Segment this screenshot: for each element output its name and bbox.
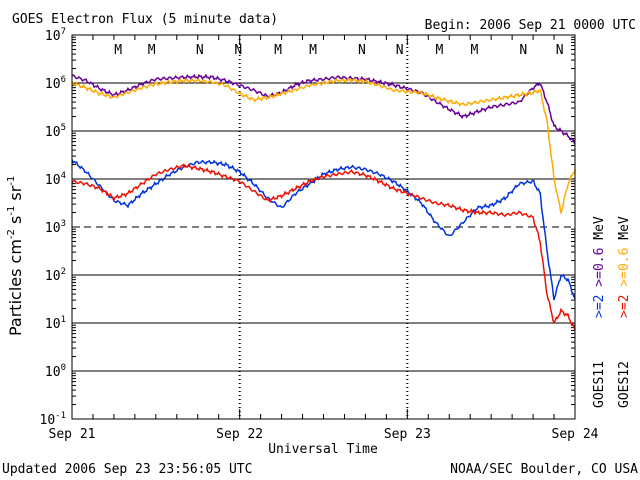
marker-n: N (519, 43, 527, 58)
x-tick-label: Sep 23 (384, 427, 431, 442)
y-tick-label: 101 (45, 315, 66, 332)
marker-m: M (436, 43, 444, 58)
legend-goes12-low: >=0.6 (617, 248, 632, 287)
y-tick-label: 102 (45, 267, 66, 284)
x-tick-label: Sep 22 (216, 427, 263, 442)
marker-m: M (470, 43, 478, 58)
y-tick-label: 105 (45, 123, 66, 140)
legend-goes11-high: >=2 (592, 295, 607, 318)
legend-goes11-entries: >=2 >=0.6 MeV (592, 216, 607, 318)
legend-unit-1: MeV (592, 216, 607, 240)
y-axis-label: Particles cm-2 s-1 sr-1 (6, 176, 25, 336)
marker-n: N (358, 43, 366, 58)
y-tick-label: 106 (45, 75, 66, 92)
y-tick-label: 100 (45, 363, 66, 380)
y-tick-label: 104 (45, 171, 66, 188)
day-boundaries (238, 35, 409, 419)
legend-unit-2: MeV (617, 216, 632, 240)
legend: GOES11 GOES12 >=2 >=0.6 MeV >=2 >=0.6 Me… (592, 216, 632, 408)
y-tick-label: 103 (45, 219, 66, 236)
footer-updated: Updated 2006 Sep 23 23:56:05 UTC (2, 462, 252, 477)
series-line (71, 163, 576, 331)
legend-goes12-high: >=2 (617, 295, 632, 318)
legend-goes11-label: GOES11 (592, 361, 607, 408)
legend-goes12-label: GOES12 (617, 361, 632, 408)
chart-title: GOES Electron Flux (5 minute data) (12, 12, 278, 27)
y-tick-labels: 107 106 105 104 103 102 101 100 10-1 (40, 27, 67, 428)
x-axis-label: Universal Time (268, 442, 378, 457)
marker-n: N (196, 43, 204, 58)
marker-m: M (114, 43, 122, 58)
x-tick-label: Sep 24 (552, 427, 599, 442)
plot-frame (71, 34, 576, 420)
legend-goes12-entries: >=2 >=0.6 MeV (617, 216, 632, 318)
y-tick-label: 107 (45, 27, 66, 44)
marker-n: N (396, 43, 404, 58)
marker-n: N (556, 43, 564, 58)
marker-m: M (309, 43, 317, 58)
series-line (71, 73, 576, 145)
series-line (71, 77, 576, 214)
x-tick-label: Sep 21 (49, 427, 96, 442)
legend-goes11-low: >=0.6 (592, 248, 607, 287)
marker-n: N (234, 43, 242, 58)
series-line (71, 159, 576, 301)
begin-label: Begin: 2006 Sep 21 0000 UTC (425, 18, 636, 33)
x-tick-labels: Sep 21 Sep 22 Sep 23 Sep 24 (49, 427, 599, 442)
footer-credit: NOAA/SEC Boulder, CO USA (450, 462, 638, 477)
marker-m: M (148, 43, 156, 58)
y-tick-label: 10-1 (40, 411, 67, 428)
grid-lines (71, 35, 576, 420)
data-series (71, 73, 576, 331)
marker-m: M (274, 43, 282, 58)
